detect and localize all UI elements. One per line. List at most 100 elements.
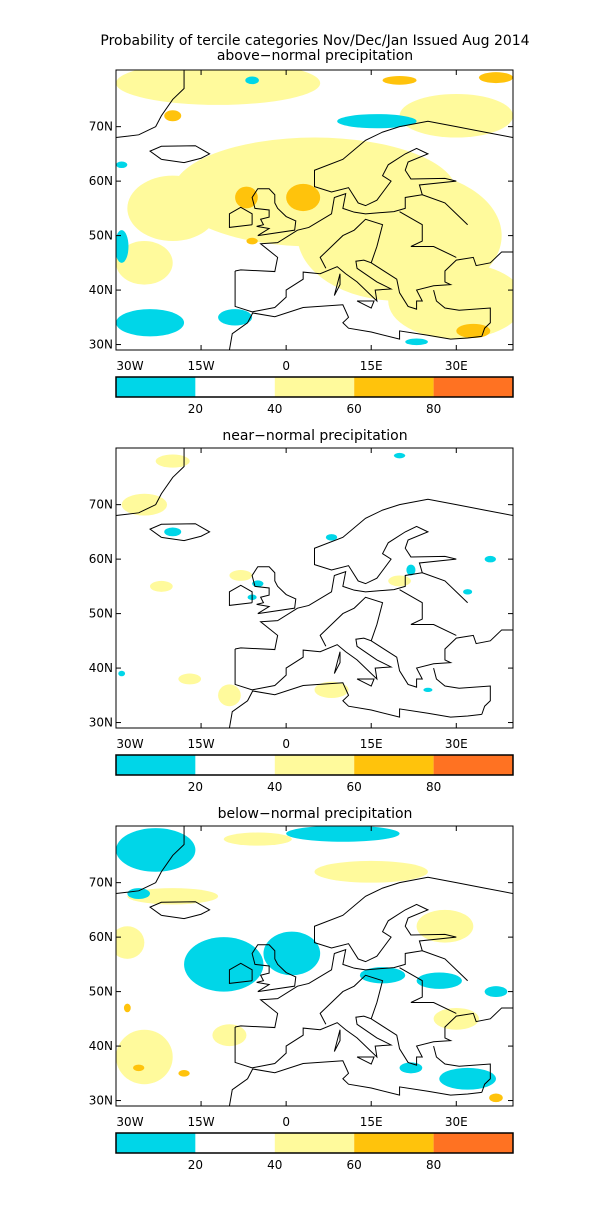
probability-region (423, 687, 433, 693)
coastline (433, 667, 491, 715)
colorbar-label: 80 (426, 1158, 441, 1172)
colorbar-segment (116, 377, 196, 397)
probability-region (178, 673, 202, 685)
probability-region (223, 832, 292, 846)
probability-region (325, 534, 338, 541)
panel-subtitle: below−normal precipitation (217, 806, 413, 822)
map-area (116, 826, 513, 1106)
colorbar-frame (115, 376, 514, 398)
colorbar-segment (354, 1133, 434, 1153)
lat-label: 60N (89, 552, 113, 566)
coastline (234, 251, 513, 313)
colorbar-frame (115, 1132, 514, 1154)
probability-region (337, 114, 417, 129)
probability-region (116, 230, 129, 263)
coastline (333, 1029, 341, 1052)
panel-above-normal: above−normal precipitation 30W 15W 0 15E 30E… (0, 48, 600, 428)
coastline (333, 651, 341, 674)
probability-region (116, 1029, 173, 1085)
figure-title: Probability of tercile categories Nov/De… (100, 33, 530, 49)
probability-region (184, 937, 264, 992)
coastline (149, 145, 211, 164)
coastline (116, 70, 185, 139)
coastline (228, 962, 253, 984)
probability-region (263, 931, 321, 976)
panel-subtitle: near−normal precipitation (222, 428, 408, 444)
lat-label: 70N (89, 120, 113, 134)
map-near-normal: 30W 15W 0 15E 30E 70N 60N 50N 40N 30N 20 40 60 80 (89, 447, 514, 794)
lat-label: 60N (89, 930, 113, 944)
probability-region (164, 527, 182, 537)
probability-region (489, 1093, 503, 1103)
probability-region (314, 681, 349, 699)
coastline (149, 523, 211, 542)
map-frame (115, 825, 514, 1107)
lat-label: 40N (89, 661, 113, 675)
probability-region (155, 454, 190, 468)
coastline (116, 826, 185, 895)
probability-region (388, 262, 513, 340)
coastline (228, 304, 482, 350)
map-above-normal: 30W 15W 0 15E 30E 70N 60N 50N 40N 30N 20 40 60 80 (89, 69, 514, 416)
probability-region (118, 670, 126, 677)
probability-region (235, 186, 258, 209)
probability-region (246, 237, 258, 245)
coastline (251, 188, 297, 237)
coastline (433, 1045, 491, 1093)
probability-region (478, 72, 513, 84)
coastline (234, 1007, 513, 1069)
coastline (319, 974, 384, 1025)
probability-region (359, 967, 406, 984)
lon-label: 0 (282, 737, 290, 751)
probability-region (416, 909, 474, 943)
probability-region (456, 323, 491, 339)
probability-region (218, 309, 253, 326)
lat-label: 30N (89, 338, 113, 352)
lat-label: 50N (89, 607, 113, 621)
coastline (319, 218, 384, 269)
coastline (399, 589, 457, 636)
colorbar-label: 20 (188, 1158, 203, 1172)
coastline (228, 682, 482, 728)
colorbar-segment (195, 377, 275, 397)
colorbar-segment (116, 1133, 196, 1153)
colorbar-label: 40 (267, 780, 282, 794)
colorbar-label: 60 (347, 780, 362, 794)
colorbar-label: 20 (188, 780, 203, 794)
map-below-normal: 30W 15W 0 15E 30E 70N 60N 50N 40N 30N 20 40 60 80 (89, 825, 514, 1172)
coastline (235, 498, 513, 651)
panel-near-normal: near−normal precipitation 30W 15W 0 15E 30E 7… (0, 426, 600, 806)
colorbar-label: 40 (267, 1158, 282, 1172)
panel-below-normal: below−normal precipitation 30W 15W 0 15E 30E… (0, 804, 600, 1184)
probability-region (116, 309, 185, 337)
colorbar-label: 80 (426, 402, 441, 416)
lon-label: 0 (282, 359, 290, 373)
lon-label: 15E (360, 359, 383, 373)
probability-region (229, 570, 253, 581)
coastline (356, 1056, 375, 1065)
probability-region (388, 575, 411, 587)
probability-region (393, 452, 406, 459)
probability-region (127, 175, 219, 242)
lon-label: 30W (116, 359, 143, 373)
colorbar-segment (433, 377, 513, 397)
probability-region (399, 93, 513, 138)
probability-region (245, 76, 259, 85)
coastline (228, 1060, 482, 1106)
colorbar-label: 40 (267, 402, 282, 416)
lon-label: 15W (188, 1115, 215, 1129)
coastline (251, 944, 297, 993)
probability-region (484, 986, 508, 998)
probability-region (484, 555, 496, 563)
colorbar-segment (195, 755, 275, 775)
probability-region (463, 589, 473, 595)
probability-region (116, 161, 128, 169)
lon-label: 30E (445, 737, 468, 751)
lat-label: 40N (89, 283, 113, 297)
colorbar-label: 20 (188, 402, 203, 416)
colorbar-segment (116, 755, 196, 775)
coastline (399, 967, 457, 1014)
coastline (333, 273, 341, 296)
map-area (116, 448, 513, 728)
lon-label: 30E (445, 1115, 468, 1129)
